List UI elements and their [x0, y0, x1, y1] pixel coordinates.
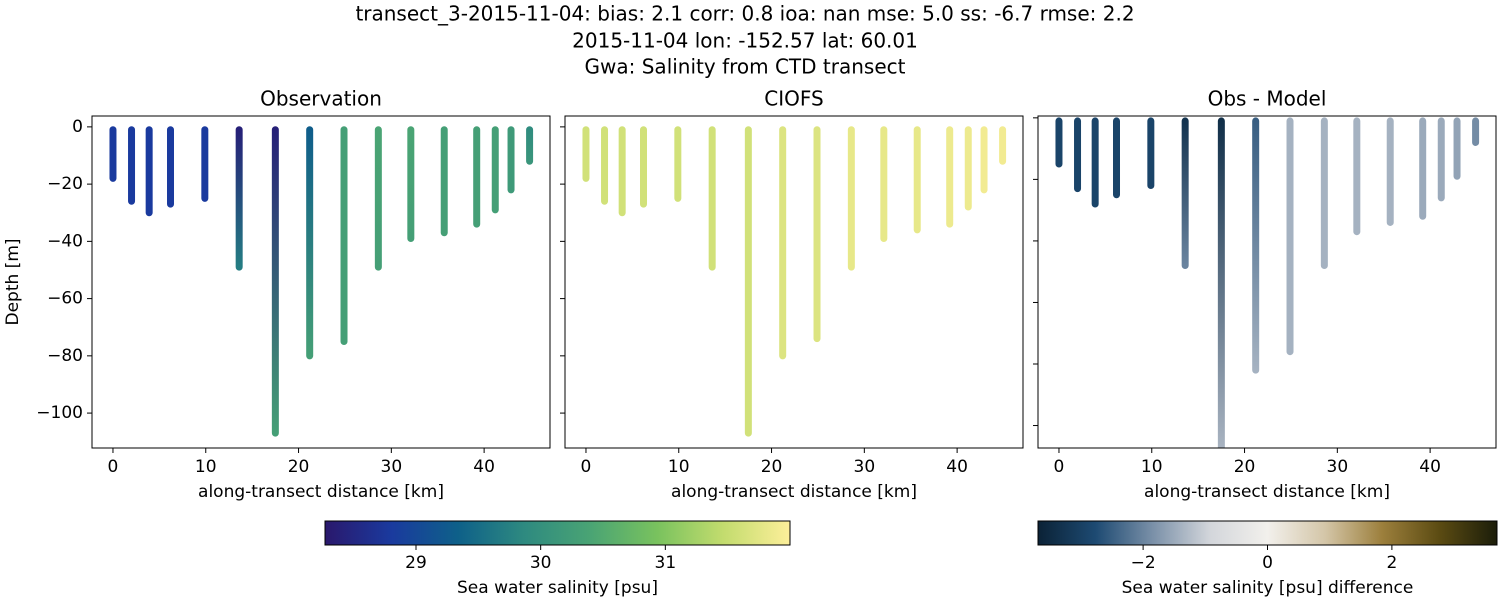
y-tick-label: −20	[47, 174, 83, 194]
figure-title: 2015-11-04 lon: -152.57 lat: 60.01	[572, 29, 918, 53]
x-tick-label: 10	[668, 457, 690, 477]
x-tick-label: 40	[946, 457, 968, 477]
x-tick-label: 20	[288, 457, 310, 477]
x-tick-label: 0	[108, 457, 119, 477]
x-axis-label: along-transect distance [km]	[671, 482, 917, 502]
colorbar	[1037, 520, 1498, 546]
x-tick-label: 0	[581, 457, 592, 477]
panel-title: CIOFS	[764, 87, 823, 111]
y-tick-label: −60	[47, 289, 83, 309]
panel-title: Observation	[260, 87, 382, 111]
casts	[582, 126, 1007, 437]
panel-title: Obs - Model	[1208, 87, 1327, 111]
x-tick-label: 0	[1054, 457, 1065, 477]
y-tick-label: 0	[72, 117, 83, 137]
x-tick-label: 40	[1419, 457, 1441, 477]
axes-frame	[564, 115, 1024, 449]
x-tick-label: 20	[761, 457, 783, 477]
figure-title: transect_3-2015-11-04: bias: 2.1 corr: 0…	[355, 2, 1134, 26]
colorbar-tick-label: 30	[530, 553, 552, 573]
y-tick-label: −100	[36, 403, 83, 423]
colorbar	[324, 520, 791, 546]
y-tick-label: −40	[47, 231, 83, 251]
x-tick-label: 40	[473, 457, 495, 477]
casts	[109, 126, 534, 437]
colorbar-tick-label: 31	[655, 553, 677, 573]
figure-title: Gwa: Salinity from CTD transect	[585, 55, 906, 79]
x-tick-label: 10	[195, 457, 217, 477]
x-axis-label: along-transect distance [km]	[198, 482, 444, 502]
x-tick-label: 30	[1327, 457, 1349, 477]
colorbar-tick-label: 2	[1386, 553, 1397, 573]
axes-frame	[1037, 115, 1497, 449]
x-axis-label: along-transect distance [km]	[1144, 482, 1390, 502]
x-tick-label: 30	[854, 457, 876, 477]
axes-frame	[91, 115, 551, 449]
colorbar-label: Sea water salinity [psu]	[457, 578, 658, 598]
y-tick-label: −80	[47, 346, 83, 366]
x-tick-label: 10	[1141, 457, 1163, 477]
colorbar-tick-label: −2	[1131, 553, 1156, 573]
colorbar-tick-label: 0	[1262, 553, 1273, 573]
colorbar-label: Sea water salinity [psu] difference	[1122, 578, 1414, 598]
y-axis-label: Depth [m]	[3, 238, 23, 325]
casts	[1055, 117, 1480, 448]
x-tick-label: 30	[381, 457, 403, 477]
colorbar-tick-label: 29	[405, 553, 427, 573]
x-tick-label: 20	[1234, 457, 1256, 477]
